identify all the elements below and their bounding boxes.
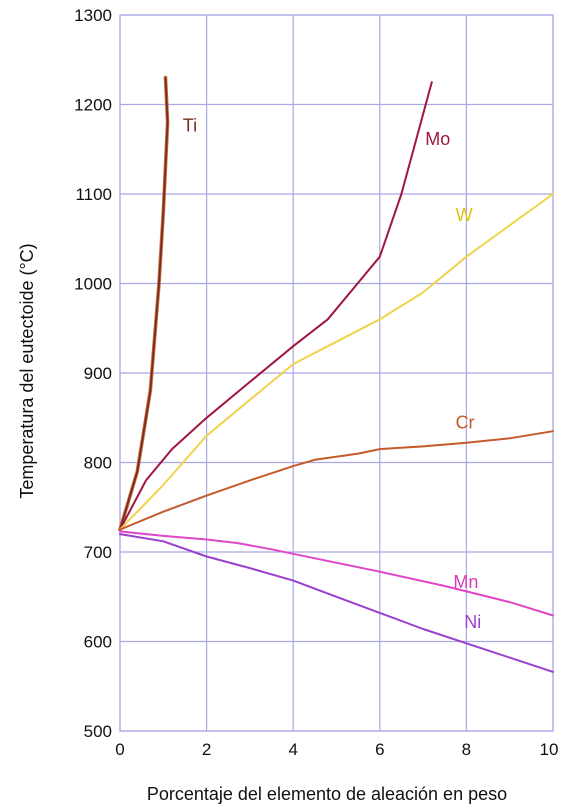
- y-tick-label: 1100: [75, 185, 112, 204]
- y-tick-label: 500: [84, 722, 112, 741]
- y-tick-label: 600: [84, 633, 112, 652]
- y-tick-label: 1300: [74, 6, 112, 25]
- x-axis-label: Porcentaje del elemento de aleación en p…: [147, 784, 507, 804]
- x-tick-label: 4: [288, 740, 297, 759]
- y-axis-label: Temperatura del eutectoide (°C): [17, 243, 37, 498]
- y-tick-label: 1200: [74, 96, 112, 115]
- series-line-ti: [119, 76, 169, 531]
- series-line-cr: [119, 430, 554, 531]
- x-axis-ticks: 0 2 4 6 8 10: [115, 740, 558, 759]
- y-axis-ticks: 500 600 700 800 900 1000 1100 1200 1300: [74, 6, 112, 741]
- series-lines: [118, 75, 554, 673]
- x-tick-label: 2: [202, 740, 211, 759]
- series-label-mo: Mo: [425, 129, 450, 149]
- series-labels: Ti Mo W Cr Mn Ni: [183, 115, 481, 632]
- x-tick-label: 8: [462, 740, 471, 759]
- series-line-mo: [119, 81, 433, 531]
- y-tick-label: 700: [84, 543, 112, 562]
- y-tick-label: 800: [84, 454, 112, 473]
- series-label-ni: Ni: [464, 612, 481, 632]
- series-label-ti: Ti: [183, 115, 197, 135]
- series-line-mn: [119, 530, 554, 617]
- series-label-w: W: [456, 205, 473, 225]
- x-tick-label: 10: [540, 740, 559, 759]
- y-tick-label: 900: [84, 364, 112, 383]
- plot-area: [119, 14, 554, 732]
- x-tick-label: 0: [115, 740, 124, 759]
- series-label-mn: Mn: [453, 572, 478, 592]
- x-tick-label: 6: [375, 740, 384, 759]
- series-line-ni: [119, 533, 554, 673]
- y-tick-label: 1000: [74, 275, 112, 294]
- series-line-w: [119, 193, 554, 531]
- series-label-cr: Cr: [456, 412, 475, 432]
